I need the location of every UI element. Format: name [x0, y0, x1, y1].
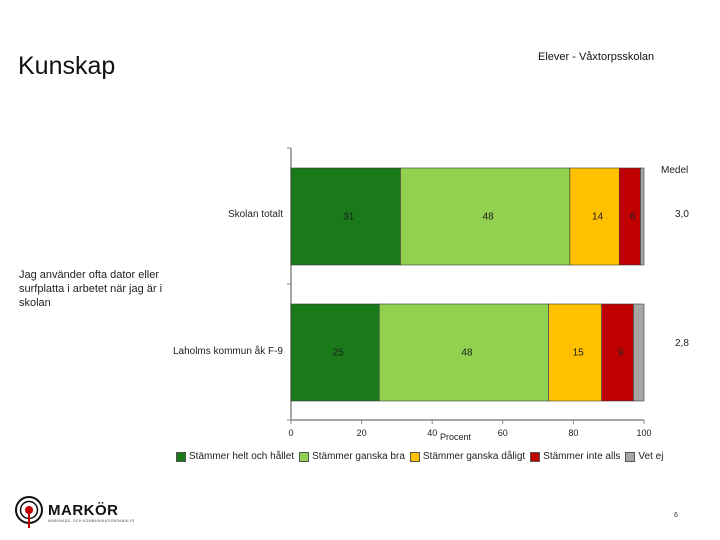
legend-item: Stämmer ganska dåligt: [409, 451, 526, 462]
x-tick-label: 0: [288, 428, 293, 438]
legend-label: Stämmer ganska bra: [312, 451, 405, 462]
target-icon: [15, 496, 43, 528]
data-label: 25: [333, 348, 345, 359]
data-label: 14: [592, 212, 604, 223]
legend-item: Stämmer inte alls: [530, 451, 620, 462]
x-tick-label: 80: [568, 428, 578, 438]
legend-label: Stämmer helt och hållet: [189, 451, 295, 462]
bar-segment: [640, 167, 645, 266]
chart-subtitle: Elever - Våxtorpsskolan: [538, 51, 655, 63]
x-tick-label: 20: [357, 428, 367, 438]
bar-segment: [601, 303, 634, 402]
data-label: 48: [461, 348, 473, 359]
bar-segment: [400, 167, 571, 266]
medel-value: 3,0: [675, 209, 689, 220]
legend-item: Vet ej: [625, 451, 663, 462]
markor-logo: MARKÖR MARKNADS- OCH KOMMUNIKATIONSANALY…: [14, 495, 135, 529]
legend-label: Stämmer inte alls: [543, 451, 621, 462]
data-label: 48: [483, 212, 495, 223]
legend-item: Stämmer ganska bra: [299, 451, 405, 462]
legend-swatch: [409, 451, 420, 462]
legend-swatch: [176, 451, 186, 462]
bar-segment: [569, 167, 620, 266]
legend: Stämmer helt och hållet Stämmer ganska b…: [176, 451, 668, 462]
medel-value: 2,8: [675, 338, 689, 349]
data-label: 31: [343, 212, 355, 223]
legend-item: Stämmer helt och hållet: [176, 451, 294, 462]
legend-label: Vet ej: [638, 451, 664, 462]
bar-segment: [378, 303, 549, 402]
logo-tagline: MARKNADS- OCH KOMMUNIKATIONSANALYS: [48, 518, 135, 523]
medel-header: Medel: [661, 165, 689, 176]
question-text: Jag använder ofta dator eller surfplatta…: [19, 269, 163, 309]
page-title: Kunskap: [18, 52, 116, 80]
legend-swatch: [530, 451, 541, 462]
page-number: 6: [674, 512, 678, 519]
legend-swatch: [299, 451, 310, 462]
bar-segment: [633, 303, 645, 402]
x-axis-title: Procent: [440, 432, 472, 442]
category-label: Skolan totalt: [227, 209, 283, 220]
category-label: Laholms kommun åk F-9: [172, 346, 283, 357]
x-tick-label: 60: [498, 428, 508, 438]
legend-swatch: [625, 451, 636, 462]
data-label: 15: [573, 348, 585, 359]
logo-name: MARKÖR: [48, 501, 119, 519]
x-tick-label: 40: [427, 428, 437, 438]
legend-label: Stämmer ganska dåligt: [422, 451, 526, 462]
data-label: 6: [630, 212, 636, 223]
x-tick-label: 100: [636, 428, 651, 438]
data-label: 9: [618, 348, 624, 359]
bar-segment: [290, 167, 401, 266]
